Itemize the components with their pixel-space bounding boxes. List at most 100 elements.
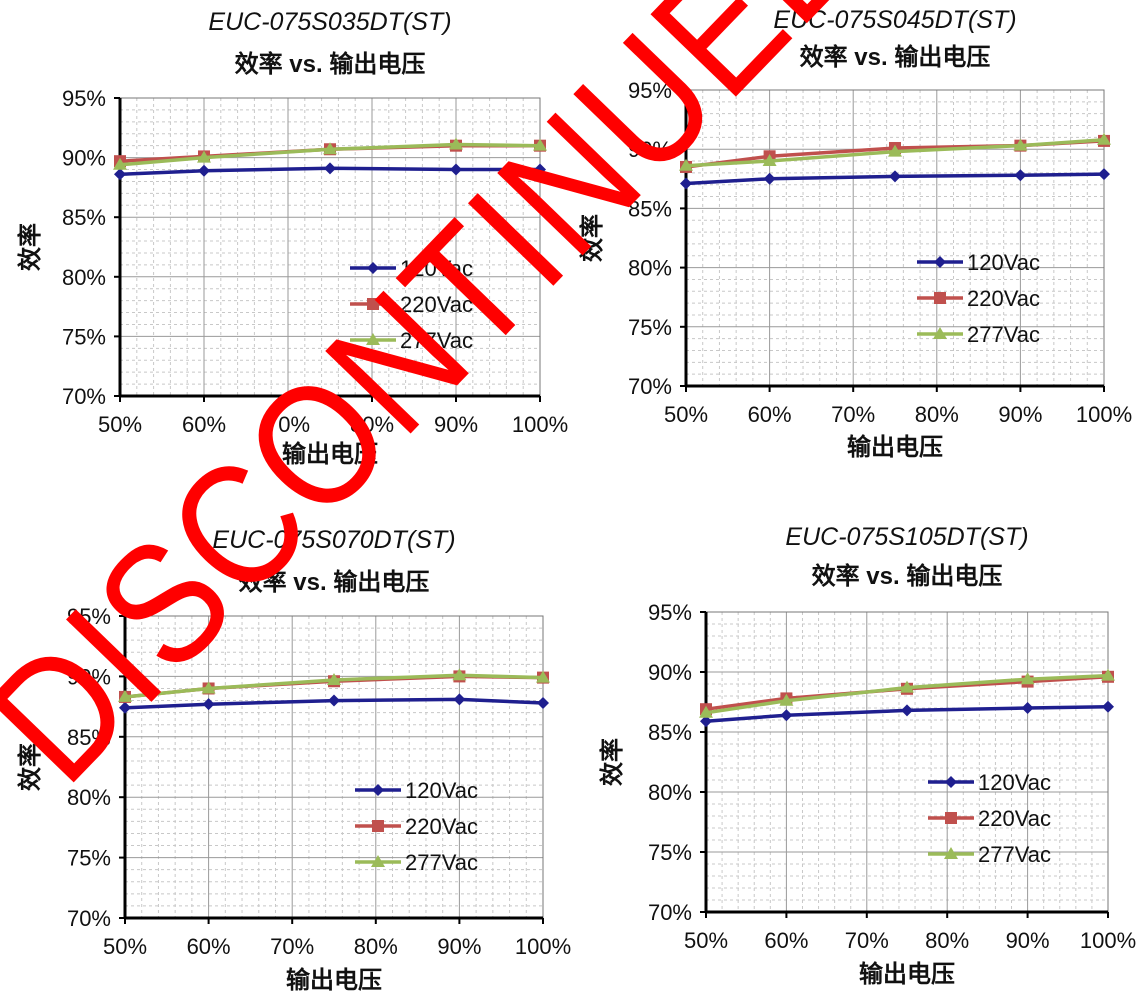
legend-label: 120Vac — [978, 770, 1051, 795]
minor-gridlines — [706, 612, 1108, 912]
data-point — [450, 163, 462, 176]
data-point — [537, 696, 549, 709]
y-tick-label: 90% — [628, 137, 672, 162]
y-tick-label: 75% — [67, 846, 111, 871]
x-axis-label: 输出电压 — [847, 433, 943, 461]
major-gridlines — [706, 612, 1108, 912]
y-tick-label: 75% — [628, 315, 672, 340]
y-tick-label: 75% — [62, 324, 106, 349]
x-tick-label: 80% — [354, 934, 398, 959]
series-120Vac — [700, 700, 1114, 728]
x-tick-label: 60% — [187, 934, 231, 959]
x-tick-label: 80% — [915, 402, 959, 427]
legend-label: 277Vac — [400, 328, 473, 353]
data-point — [323, 142, 337, 155]
data-point — [1097, 132, 1111, 145]
y-tick-label: 80% — [628, 256, 672, 281]
data-point — [901, 704, 913, 717]
plot-area — [125, 616, 543, 918]
data-point — [1102, 700, 1114, 713]
legend: 120Vac 220Vac 277Vac — [928, 770, 1051, 867]
y-tick-label: 75% — [648, 840, 692, 865]
minor-gridlines — [120, 98, 540, 396]
x-tick-label: 100% — [1076, 402, 1132, 427]
chart-title: EUC-075S070DT(ST) — [212, 526, 455, 554]
data-point — [534, 163, 546, 176]
x-tick-label: 50% — [664, 402, 708, 427]
y-axis-label: 效率 — [16, 223, 44, 271]
data-point — [114, 168, 126, 181]
data-point — [1098, 168, 1110, 181]
data-point — [889, 170, 901, 183]
data-point — [1021, 702, 1034, 714]
legend-marker — [934, 256, 946, 268]
data-point — [327, 673, 341, 686]
chart-subtitle: 效率 vs. 输出电压 — [812, 562, 1003, 590]
y-tick-label: 95% — [648, 600, 692, 625]
data-point — [762, 154, 777, 167]
legend-marker — [934, 292, 946, 304]
data-point — [700, 715, 712, 728]
plot-area — [686, 90, 1104, 386]
chart-title: EUC-075S045DT(ST) — [773, 6, 1016, 34]
y-tick-label: 95% — [62, 86, 106, 111]
chart-2: EUC-075S045DT(ST) 效率 vs. 输出电压 70% 75% 80% 85%… — [578, 6, 1132, 461]
legend: 120Vac 220Vac 277Vac — [350, 256, 473, 353]
legend-marker — [367, 262, 379, 274]
x-tick-label: 80% — [350, 412, 394, 437]
series-277Vac — [679, 132, 1111, 171]
legend-marker — [372, 820, 384, 832]
legend: 120Vac 220Vac 277Vac — [355, 778, 478, 875]
data-point — [1014, 169, 1027, 182]
legend-label: 220Vac — [400, 292, 473, 317]
x-tick-label: 90% — [998, 402, 1042, 427]
legend-label: 277Vac — [405, 850, 478, 875]
x-tick-label: 50% — [684, 928, 728, 953]
legend-marker — [372, 784, 384, 796]
x-tick-label: 60% — [764, 928, 808, 953]
data-point — [201, 681, 216, 694]
x-tick-label: 70% — [270, 934, 314, 959]
y-tick-label: 85% — [67, 725, 111, 750]
x-tick-label: 60% — [748, 402, 792, 427]
data-point — [449, 137, 463, 150]
series-277Vac — [699, 668, 1115, 718]
data-point — [118, 689, 132, 702]
x-tick-label: 100% — [512, 412, 568, 437]
x-tick-label: 90% — [437, 934, 481, 959]
legend-label: 220Vac — [978, 806, 1051, 831]
data-point — [780, 709, 793, 722]
x-tick-label: 70% — [831, 402, 875, 427]
data-point — [202, 698, 215, 711]
data-point — [533, 138, 547, 151]
chart-1: EUC-075S035DT(ST) 效率 vs. 输出电压 70% 75% 80% 85%… — [16, 8, 568, 468]
y-tick-label: 90% — [648, 660, 692, 685]
chart-title: EUC-075S105DT(ST) — [785, 523, 1028, 551]
y-tick-label: 70% — [648, 900, 692, 925]
chart-subtitle: 效率 vs. 输出电压 — [235, 50, 426, 78]
legend-label: 120Vac — [400, 256, 473, 281]
data-point — [452, 668, 467, 681]
chart-subtitle: 效率 vs. 输出电压 — [239, 568, 430, 596]
legend-marker — [945, 812, 957, 824]
legend-label: 277Vac — [978, 842, 1051, 867]
legend-marker — [367, 298, 379, 310]
data-point — [679, 158, 693, 171]
x-tick-label: 80% — [925, 928, 969, 953]
legend-marker — [944, 847, 958, 859]
data-point — [680, 177, 692, 190]
data-point — [198, 164, 210, 177]
series-277Vac — [118, 668, 550, 702]
y-axis-label: 效率 — [598, 738, 626, 786]
y-tick-label: 85% — [628, 196, 672, 221]
data-point — [888, 144, 902, 157]
legend-label: 120Vac — [405, 778, 478, 803]
data-point — [328, 694, 340, 707]
y-tick-label: 70% — [62, 384, 106, 409]
chart-title: EUC-075S035DT(ST) — [208, 8, 451, 36]
y-tick-label: 95% — [67, 604, 111, 629]
series-120Vac — [114, 162, 546, 181]
legend-marker — [933, 327, 947, 339]
